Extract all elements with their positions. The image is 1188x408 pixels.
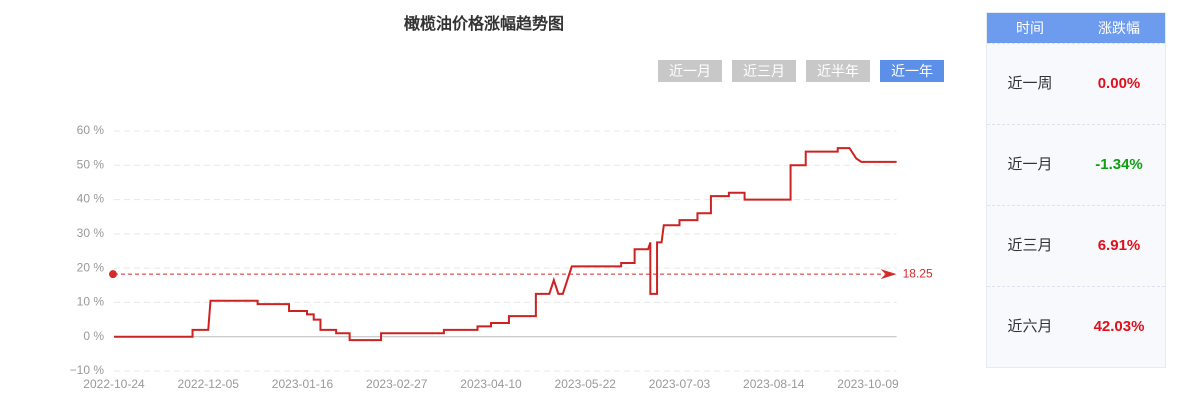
table-row: 近六月 42.03%	[987, 286, 1165, 367]
period-cell: 近六月	[1007, 318, 1053, 335]
y-tick-label: 10 %	[77, 295, 105, 309]
reference-dot	[109, 270, 117, 279]
range-button[interactable]: 近一月	[658, 60, 722, 82]
change-cell: 6.91%	[1097, 237, 1141, 254]
x-tick-label: 2023-08-14	[743, 377, 805, 391]
header-cell: 涨跌幅	[1098, 20, 1140, 36]
x-tick-label: 2023-02-27	[366, 377, 428, 391]
x-tick-label: 2022-10-24	[83, 377, 145, 391]
chart-title: 橄榄油价格涨幅趋势图	[404, 14, 564, 33]
range-button[interactable]: 近半年	[806, 60, 870, 82]
range-button[interactable]: 近一年	[880, 60, 944, 82]
y-tick-label: 0 %	[83, 329, 104, 343]
x-tick-label: 2023-10-09	[837, 377, 899, 391]
y-tick-label: 30 %	[77, 226, 105, 240]
y-tick-label: 40 %	[77, 192, 105, 206]
header-cell: 时间	[1016, 20, 1044, 36]
chart: 橄榄油价格涨幅趋势图 −10 % 0 % 10 % 20 % 30 % 40 % 50 % 6…	[70, 14, 933, 391]
x-tick-label: 2023-05-22	[555, 377, 617, 391]
change-cell: 42.03%	[1093, 318, 1145, 335]
reference-arrow	[880, 269, 897, 280]
reference-label: 18.25	[903, 266, 933, 280]
y-tick-label: 50 %	[77, 157, 105, 171]
y-tick-label: 20 %	[77, 260, 105, 274]
price-line	[114, 147, 897, 342]
change-cell: 0.00%	[1097, 75, 1141, 92]
table-row: 近三月 6.91%	[987, 205, 1165, 286]
y-tick-label: −10 %	[70, 363, 105, 377]
x-tick-label: 2023-01-16	[272, 377, 334, 391]
period-cell: 近一周	[1007, 75, 1053, 92]
x-tick-label: 2023-07-03	[649, 377, 711, 391]
range-button[interactable]: 近三月	[732, 60, 796, 82]
period-cell: 近一月	[1007, 156, 1053, 173]
table-row: 近一周 0.00%	[987, 43, 1165, 124]
x-tick-label: 2022-12-05	[178, 377, 240, 391]
change-table: 时间 涨跌幅近一周 0.00% 近一月 -1.34% 近三月 6.91% 近六月 42.03%	[986, 12, 1166, 368]
period-cell: 近三月	[1007, 237, 1053, 254]
y-tick-label: 60 %	[77, 123, 105, 137]
table-row: 近一月 -1.34%	[987, 124, 1165, 205]
table-header: 时间 涨跌幅	[987, 13, 1165, 43]
x-tick-label: 2023-04-10	[460, 377, 522, 391]
change-cell: -1.34%	[1095, 156, 1143, 173]
